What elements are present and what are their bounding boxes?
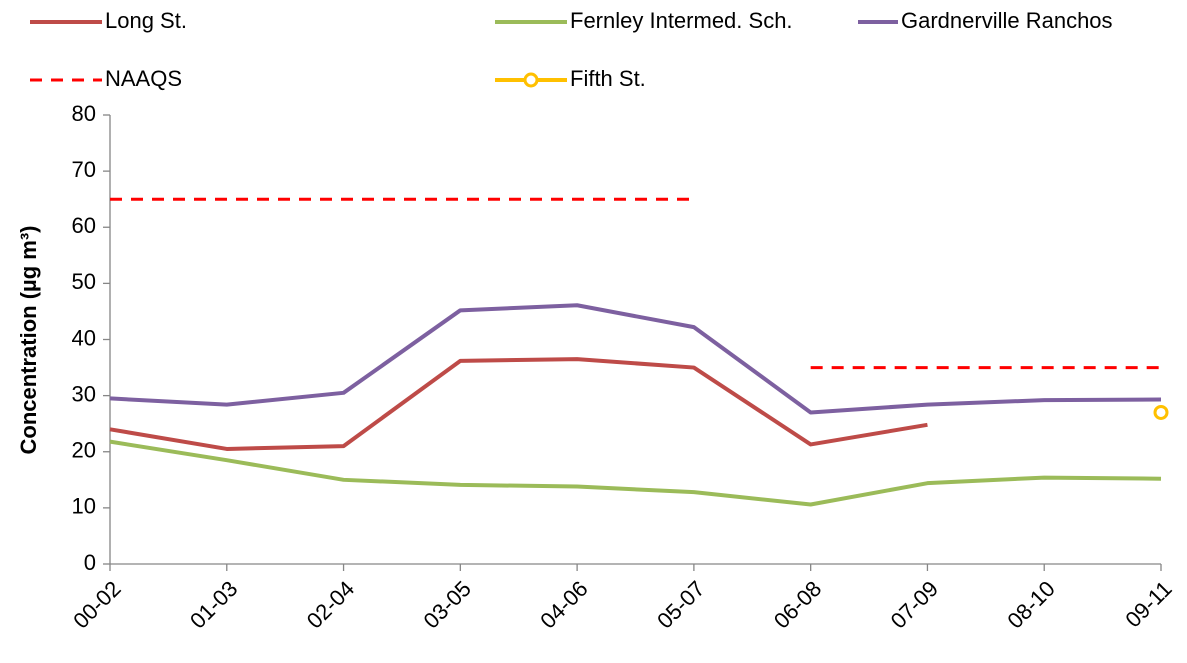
y-tick-label: 20 [72,438,96,463]
y-tick-label: 10 [72,494,96,519]
legend-label: Long St. [105,8,187,33]
y-tick-label: 70 [72,157,96,182]
x-tick-label: 09-11 [1120,576,1176,632]
legend-marker [523,72,539,88]
x-tick-label: 02-04 [302,576,359,633]
legend-label: Fifth St. [570,66,646,91]
y-axis-label: Concentration (µg m³) [16,226,41,455]
x-tick-label: 03-05 [419,576,476,633]
point-marker [1153,404,1169,420]
x-tick-label: 06-08 [769,576,826,633]
y-tick-label: 50 [72,269,96,294]
legend-label: Gardnerville Ranchos [901,8,1113,33]
y-tick-label: 40 [72,325,96,350]
x-tick-label: 00-02 [68,576,125,633]
y-tick-label: 80 [72,101,96,126]
y-tick-label: 60 [72,213,96,238]
x-tick-label: 05-07 [652,576,709,633]
series-line [109,439,1162,507]
x-tick-label: 07-09 [886,576,943,633]
y-tick-label: 0 [84,550,96,575]
x-tick-label: 04-06 [535,576,592,633]
legend-label: Fernley Intermed. Sch. [570,8,793,33]
x-tick-label: 01-03 [185,576,242,633]
series-line [109,357,928,451]
series-line [109,303,1162,415]
y-tick-label: 30 [72,381,96,406]
legend-label: NAAQS [105,66,182,91]
x-tick-label: 08-10 [1002,576,1059,633]
